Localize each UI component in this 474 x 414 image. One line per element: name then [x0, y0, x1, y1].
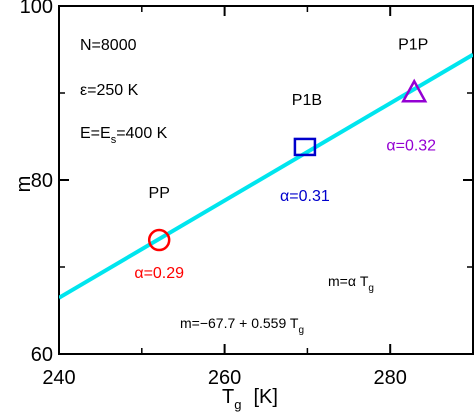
x-tick-label: 280 — [374, 367, 407, 389]
param-e-sub: s — [111, 134, 117, 146]
y-tick-label: 100 — [20, 0, 53, 18]
x-axis-label-main: T — [222, 386, 234, 408]
y-axis-label: m — [13, 176, 35, 193]
x-tick-label: 260 — [208, 367, 241, 389]
point-name-label: P1B — [292, 92, 322, 109]
model-label-main: m=α T — [328, 273, 369, 289]
alpha-label: α=0.31 — [280, 188, 330, 205]
data-markers: PP α=0.29 P1B α=0.31 P1P α=0.32 — [134, 36, 436, 282]
param-e: E=Es=400 K — [80, 125, 168, 146]
param-n: N=8000 — [80, 37, 137, 54]
fit-equation-main: m=−67.7 + 0.559 T — [180, 315, 299, 331]
marker-square — [293, 137, 317, 157]
model-label: m=α Tg — [328, 273, 374, 294]
alpha-label: α=0.32 — [386, 137, 436, 154]
marker-circle — [147, 228, 171, 252]
param-eps: ε=250 K — [80, 82, 139, 99]
x-axis-label-unit: [K] — [253, 386, 277, 408]
point-name-label: PP — [149, 185, 170, 202]
param-e-post: =400 K — [116, 125, 167, 142]
point-name-label: P1P — [398, 36, 428, 53]
y-tick-label: 60 — [31, 344, 53, 366]
x-axis-label-sub: g — [234, 397, 241, 412]
alpha-label: α=0.29 — [134, 265, 184, 282]
marker-triangle — [401, 78, 428, 103]
plot-frame — [58, 5, 474, 355]
fit-line — [59, 52, 473, 300]
param-e-pre: E=E — [80, 125, 111, 142]
x-axis-label: Tg [K] — [222, 386, 278, 412]
fit-equation: m=−67.7 + 0.559 Tg — [180, 315, 304, 336]
model-label-sub: g — [368, 283, 374, 294]
y-tick-label: 80 — [31, 170, 53, 192]
fit-equation-sub: g — [298, 325, 304, 336]
axis-ticks: 240 260 280 60 80 100 — [20, 0, 473, 389]
x-tick-label: 240 — [42, 367, 75, 389]
